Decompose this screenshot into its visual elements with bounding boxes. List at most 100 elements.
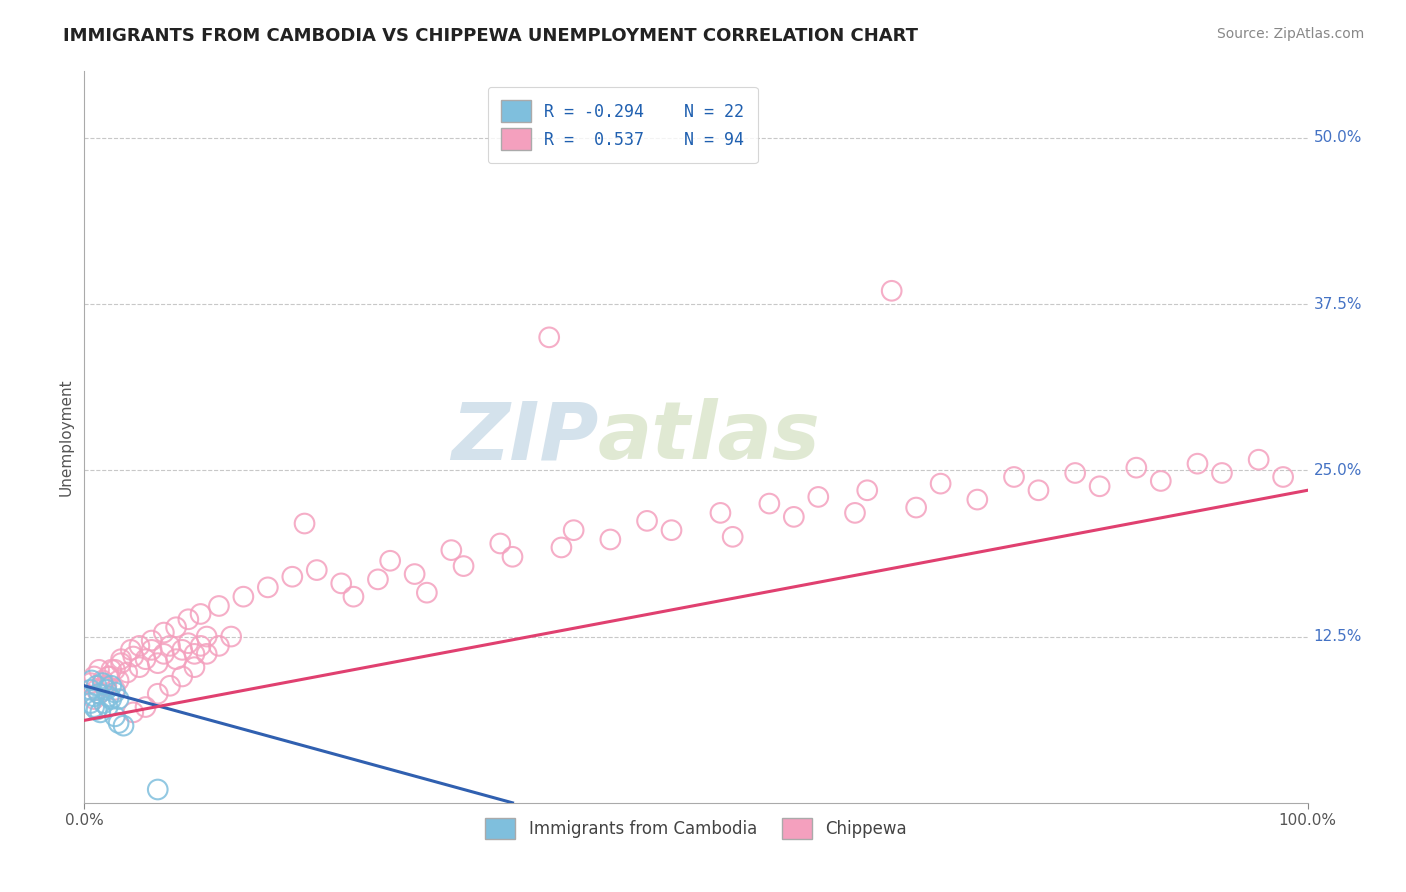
Point [966, 492, 988, 507]
Point [1272, 470, 1295, 484]
Point [135, 700, 157, 714]
Point [141, 633, 163, 648]
Point [120, 643, 142, 657]
Point [83, 669, 105, 683]
Point [122, 706, 145, 720]
Point [87, 687, 110, 701]
Point [219, 630, 242, 644]
Text: 25.0%: 25.0% [1313, 463, 1362, 478]
Point [91, 676, 114, 690]
Point [97, 700, 120, 714]
Point [87, 687, 110, 701]
Text: IMMIGRANTS FROM CAMBODIA VS CHIPPEWA UNEMPLOYMENT CORRELATION CHART: IMMIGRANTS FROM CAMBODIA VS CHIPPEWA UNE… [63, 27, 918, 45]
Point [115, 665, 138, 680]
Point [107, 716, 129, 731]
Point [172, 669, 194, 683]
Point [89, 706, 111, 720]
Point [1247, 452, 1270, 467]
Point [97, 669, 120, 683]
Point [83, 690, 105, 704]
Point [110, 656, 132, 670]
Point [172, 643, 194, 657]
Point [153, 625, 176, 640]
Point [929, 476, 952, 491]
Point [661, 523, 683, 537]
Point [208, 639, 231, 653]
Point [1028, 483, 1050, 498]
Point [104, 709, 127, 723]
Point [416, 585, 439, 599]
Point [807, 490, 830, 504]
Point [880, 284, 903, 298]
Legend: Immigrants from Cambodia, Chippewa: Immigrants from Cambodia, Chippewa [478, 811, 914, 846]
Point [80, 673, 103, 688]
Point [100, 692, 122, 706]
Point [195, 647, 218, 661]
Point [257, 580, 280, 594]
Point [86, 682, 108, 697]
Point [905, 500, 928, 515]
Point [721, 530, 744, 544]
Point [599, 533, 621, 547]
Text: 12.5%: 12.5% [1313, 629, 1362, 644]
Text: Source: ZipAtlas.com: Source: ZipAtlas.com [1216, 27, 1364, 41]
Point [1088, 479, 1111, 493]
Point [502, 549, 524, 564]
Point [122, 649, 145, 664]
Point [1125, 460, 1147, 475]
Point [1002, 470, 1025, 484]
Point [562, 523, 585, 537]
Point [104, 663, 127, 677]
Point [86, 703, 108, 717]
Point [453, 559, 475, 574]
Point [96, 679, 118, 693]
Point [183, 647, 205, 661]
Text: 50.0%: 50.0% [1313, 130, 1362, 145]
Point [87, 663, 110, 677]
Point [190, 639, 212, 653]
Point [153, 647, 176, 661]
Point [1187, 457, 1209, 471]
Point [281, 570, 304, 584]
Point [104, 682, 127, 697]
Point [86, 679, 108, 693]
Point [79, 676, 101, 690]
Point [195, 630, 218, 644]
Point [112, 719, 135, 733]
Point [159, 679, 181, 693]
Point [146, 782, 169, 797]
Y-axis label: Unemployment: Unemployment [58, 378, 73, 496]
Point [342, 590, 364, 604]
Point [758, 497, 780, 511]
Point [83, 700, 105, 714]
Point [294, 516, 316, 531]
Point [93, 679, 115, 693]
Text: 37.5%: 37.5% [1313, 297, 1362, 311]
Point [856, 483, 879, 498]
Point [208, 599, 231, 613]
Point [404, 567, 426, 582]
Text: atlas: atlas [598, 398, 821, 476]
Point [107, 673, 129, 688]
Point [538, 330, 561, 344]
Point [1064, 466, 1087, 480]
Point [96, 682, 118, 697]
Text: ZIP: ZIP [451, 398, 598, 476]
Point [183, 660, 205, 674]
Point [709, 506, 731, 520]
Point [636, 514, 658, 528]
Point [135, 652, 157, 666]
Point [305, 563, 328, 577]
Point [100, 663, 122, 677]
Point [100, 679, 122, 693]
Point [128, 639, 150, 653]
Point [97, 669, 120, 683]
Point [83, 692, 105, 706]
Point [489, 536, 512, 550]
Point [79, 696, 101, 710]
Point [330, 576, 353, 591]
Point [165, 652, 187, 666]
Point [367, 573, 389, 587]
Point [128, 660, 150, 674]
Point [380, 554, 402, 568]
